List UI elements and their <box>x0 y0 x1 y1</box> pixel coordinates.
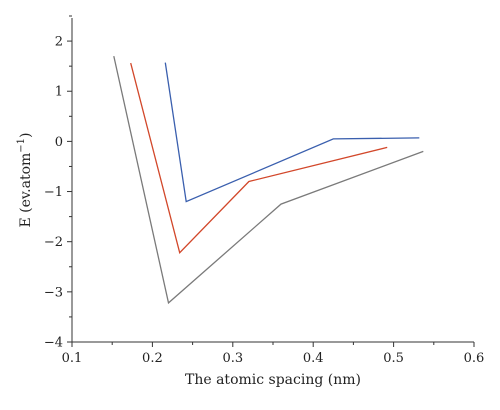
x-axis-title: The atomic spacing (nm) <box>185 372 361 388</box>
x-tick-label-1: 0.2 <box>142 351 163 366</box>
x-ticks: 0.1 0.2 0.3 0.4 0.5 0.6 <box>62 342 485 366</box>
y-axis-title-sup: −1 <box>16 138 27 153</box>
series-line-0 <box>113 55 424 305</box>
y-axis-title: E (ev.atom−1) <box>16 132 34 227</box>
y-tick-label-3: −1 <box>44 185 63 200</box>
y-tick-label-6: 2 <box>55 35 63 50</box>
x-tick-label-0: 0.1 <box>62 351 83 366</box>
series-line-2 <box>164 62 420 203</box>
y-tick-label-0: −4 <box>44 336 63 351</box>
y-ticks: −4 −3 −2 −1 0 1 2 <box>44 15 72 351</box>
y-axis-title-main: E (ev.atom <box>18 153 34 228</box>
y-tick-label-1: −3 <box>44 285 63 300</box>
x-tick-label-3: 0.4 <box>303 351 324 366</box>
x-tick-label-4: 0.5 <box>383 351 404 366</box>
plot-frame <box>71 18 474 343</box>
y-tick-label-5: 1 <box>55 85 63 100</box>
x-tick-label-5: 0.6 <box>464 351 485 366</box>
x-tick-label-2: 0.3 <box>222 351 243 366</box>
series-layer <box>113 55 424 305</box>
y-axis-title-close: ) <box>18 132 34 137</box>
y-tick-label-4: 0 <box>55 135 63 150</box>
series-line-1 <box>130 62 388 254</box>
y-tick-label-2: −2 <box>44 235 63 250</box>
